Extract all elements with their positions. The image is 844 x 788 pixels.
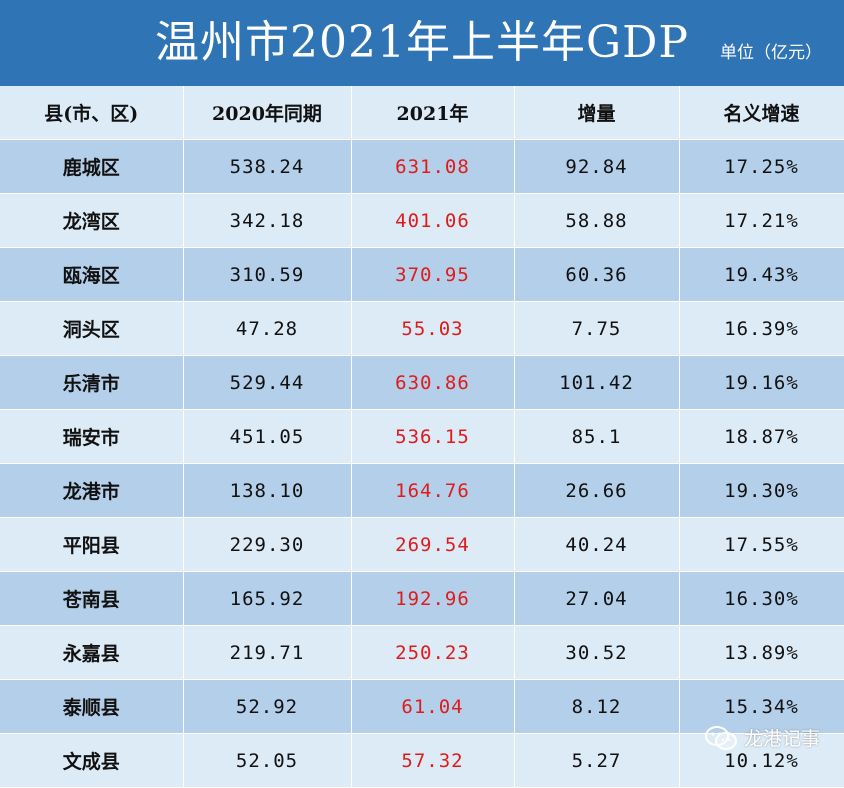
value-2021-cell: 55.03 [351, 301, 515, 356]
increase-cell: 5.27 [514, 733, 680, 788]
value-2020-cell: 229.30 [183, 517, 352, 572]
wechat-icon [704, 725, 737, 750]
growth-cell: 19.43% [679, 247, 844, 302]
value-2021-cell: 192.96 [351, 571, 515, 626]
watermark-text: 龙港记事 [743, 728, 820, 750]
header-region: 县(市、区) [0, 86, 184, 140]
region-cell: 平阳县 [0, 517, 184, 572]
table-row: 鹿城区 538.24 631.08 92.84 17.25% [0, 139, 844, 194]
value-2020-cell: 310.59 [183, 247, 352, 302]
header-increase: 增量 [514, 86, 680, 140]
increase-cell: 7.75 [514, 301, 680, 356]
value-2021-cell: 370.95 [351, 247, 515, 302]
increase-cell: 27.04 [514, 571, 680, 626]
region-cell: 瓯海区 [0, 247, 184, 302]
region-cell: 龙港市 [0, 463, 184, 518]
increase-cell: 85.1 [514, 409, 680, 464]
value-2021-cell: 401.06 [351, 193, 515, 248]
value-2021-cell: 164.76 [351, 463, 515, 518]
value-2021-cell: 630.86 [351, 355, 515, 410]
growth-cell: 15.34% [679, 679, 844, 734]
table-row: 永嘉县 219.71 250.23 30.52 13.89% [0, 625, 844, 680]
increase-cell: 40.24 [514, 517, 680, 572]
header-2020: 2020年同期 [183, 86, 352, 140]
region-cell: 瑞安市 [0, 409, 184, 464]
region-cell: 永嘉县 [0, 625, 184, 680]
increase-cell: 60.36 [514, 247, 680, 302]
increase-cell: 58.88 [514, 193, 680, 248]
growth-cell: 13.89% [679, 625, 844, 680]
table-row: 瓯海区 310.59 370.95 60.36 19.43% [0, 247, 844, 302]
value-2020-cell: 138.10 [183, 463, 352, 518]
increase-cell: 101.42 [514, 355, 680, 410]
header-2021: 2021年 [351, 86, 515, 140]
region-cell: 乐清市 [0, 355, 184, 410]
header-growth: 名义增速 [679, 86, 844, 140]
value-2020-cell: 451.05 [183, 409, 352, 464]
growth-cell: 19.16% [679, 355, 844, 410]
table-row: 龙港市 138.10 164.76 26.66 19.30% [0, 463, 844, 518]
increase-cell: 92.84 [514, 139, 680, 194]
value-2021-cell: 61.04 [351, 679, 515, 734]
growth-cell: 16.39% [679, 301, 844, 356]
value-2020-cell: 219.71 [183, 625, 352, 680]
value-2021-cell: 536.15 [351, 409, 515, 464]
growth-cell: 17.21% [679, 193, 844, 248]
region-cell: 泰顺县 [0, 679, 184, 734]
value-2021-cell: 269.54 [351, 517, 515, 572]
gdp-table: 县(市、区) 2020年同期 2021年 增量 名义增速 鹿城区 538.24 … [0, 86, 844, 788]
table-row: 洞头区 47.28 55.03 7.75 16.39% [0, 301, 844, 356]
table-row: 瑞安市 451.05 536.15 85.1 18.87% [0, 409, 844, 464]
value-2020-cell: 342.18 [183, 193, 352, 248]
table-row: 苍南县 165.92 192.96 27.04 16.30% [0, 571, 844, 626]
growth-cell: 19.30% [679, 463, 844, 518]
value-2020-cell: 538.24 [183, 139, 352, 194]
title-bar: 温州市2021年上半年GDP 单位（亿元） [0, 0, 844, 86]
growth-cell: 17.25% [679, 139, 844, 194]
watermark: 龙港记事 [704, 724, 820, 751]
increase-cell: 30.52 [514, 625, 680, 680]
value-2020-cell: 52.92 [183, 679, 352, 734]
table-row: 龙湾区 342.18 401.06 58.88 17.21% [0, 193, 844, 248]
value-2021-cell: 57.32 [351, 733, 515, 788]
table-row: 平阳县 229.30 269.54 40.24 17.55% [0, 517, 844, 572]
table-row: 乐清市 529.44 630.86 101.42 19.16% [0, 355, 844, 410]
value-2020-cell: 52.05 [183, 733, 352, 788]
region-cell: 文成县 [0, 733, 184, 788]
region-cell: 鹿城区 [0, 139, 184, 194]
value-2020-cell: 47.28 [183, 301, 352, 356]
region-cell: 苍南县 [0, 571, 184, 626]
header-row: 县(市、区) 2020年同期 2021年 增量 名义增速 [0, 86, 844, 140]
unit-label: 单位（亿元） [720, 43, 822, 63]
value-2021-cell: 631.08 [351, 139, 515, 194]
growth-cell: 18.87% [679, 409, 844, 464]
table-row: 泰顺县 52.92 61.04 8.12 15.34% [0, 679, 844, 734]
increase-cell: 8.12 [514, 679, 680, 734]
page-title: 温州市2021年上半年GDP [154, 17, 689, 68]
value-2020-cell: 529.44 [183, 355, 352, 410]
growth-cell: 16.30% [679, 571, 844, 626]
value-2020-cell: 165.92 [183, 571, 352, 626]
value-2021-cell: 250.23 [351, 625, 515, 680]
region-cell: 洞头区 [0, 301, 184, 356]
growth-cell: 17.55% [679, 517, 844, 572]
increase-cell: 26.66 [514, 463, 680, 518]
region-cell: 龙湾区 [0, 193, 184, 248]
